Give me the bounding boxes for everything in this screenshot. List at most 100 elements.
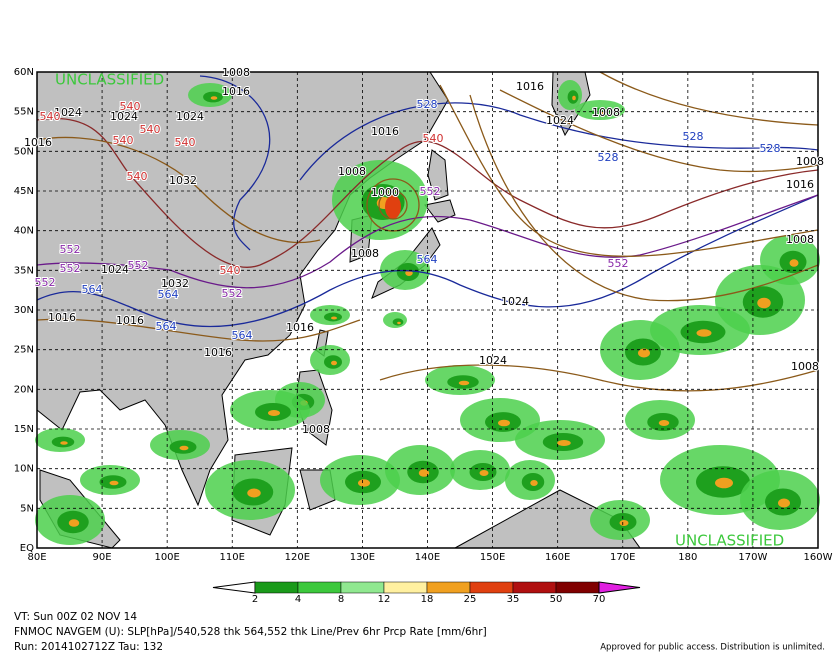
contour-label: 552 [60, 262, 81, 275]
contour-label: 564 [158, 288, 179, 301]
contour-label: 1024 [546, 114, 574, 127]
contour-label: 1024 [110, 110, 138, 123]
contour-label: 1016 [516, 80, 544, 93]
colorbar-label: 25 [464, 594, 477, 605]
precip-heavy [358, 479, 370, 487]
lat-label: 20N [14, 384, 34, 395]
colorbar-label: 2 [252, 594, 258, 605]
contour-label: 1016 [116, 314, 144, 327]
lat-label: EQ [20, 543, 34, 554]
contour-label: 1016 [48, 311, 76, 324]
precip-heavy [179, 445, 189, 451]
contour-isobar [36, 318, 361, 342]
precip-heavy [109, 480, 119, 486]
precip-heavy [696, 329, 712, 337]
precip-heavy [60, 441, 68, 445]
contour-label: 540 [127, 170, 148, 183]
lat-label: 50N [14, 146, 34, 157]
precip-heavy [418, 469, 430, 477]
lat-label: 60N [14, 67, 34, 78]
contour-label: 552 [35, 276, 56, 289]
contour-isobar [36, 136, 321, 244]
sakhalin [427, 149, 449, 201]
run-info: Run: 2014102712Z Tau: 132 [14, 641, 163, 653]
lon-label: 100E [154, 552, 179, 563]
precip-heavy [331, 316, 337, 320]
contour-label: 1008 [786, 233, 814, 246]
contour-label: 540 [140, 123, 161, 136]
contour-label: 1032 [161, 277, 189, 290]
precip-moderate [392, 318, 404, 326]
precip-heavy [778, 498, 790, 508]
lon-label: 160W [804, 552, 833, 563]
contour-label: 1008 [592, 106, 620, 119]
precip-heavy [757, 297, 771, 309]
precip-heavy [600, 111, 608, 115]
lat-label: 30N [14, 305, 34, 316]
contour-label: 564 [82, 283, 103, 296]
graticule [37, 72, 818, 548]
contour-isobar [499, 89, 819, 173]
colorbar: 2 4 8 12 18 25 35 50 70 [212, 581, 641, 605]
contour-label: 1016 [222, 85, 250, 98]
contour-label: 1016 [786, 178, 814, 191]
precip-heavy [498, 419, 510, 427]
lon-label: 150E [480, 552, 505, 563]
precip-heavy [397, 321, 401, 325]
contour-label: 528 [760, 142, 781, 155]
contour-label: 540 [220, 264, 241, 277]
precip-heavy [530, 480, 538, 486]
colorbar-label: 4 [295, 594, 301, 605]
colorbar-label: 35 [507, 594, 520, 605]
precip-heavy [557, 440, 571, 446]
contour-label: 1008 [791, 360, 819, 373]
contour-isobar [379, 364, 819, 392]
lon-label: 180 [678, 552, 697, 563]
contour-label: 1000 [371, 186, 399, 199]
contour-label: 1008 [351, 247, 379, 260]
lon-label: 170W [738, 552, 767, 563]
contour-label: 552 [128, 259, 149, 272]
contour-label: 1008 [222, 66, 250, 79]
precip-heavy [619, 520, 629, 526]
colorbar-swatch [426, 581, 471, 594]
contour-label: 1032 [169, 174, 197, 187]
contour-label: 1024 [479, 354, 507, 367]
lon-label: 90E [93, 552, 112, 563]
lon-label: 170E [610, 552, 635, 563]
precip-heavy [789, 259, 799, 267]
precip-heavy [247, 488, 261, 498]
contour-label: 528 [417, 98, 438, 111]
precip-heavy [331, 360, 337, 366]
contour-label: 540 [40, 110, 61, 123]
colorbar-swatch [555, 581, 600, 594]
lat-label: 25N [14, 345, 34, 356]
contour-552 [36, 194, 819, 289]
colorbar-label: 70 [593, 594, 606, 605]
colorbar-label: 12 [378, 594, 391, 605]
contour-labels: 1008 1016 1024 1024 1024 1032 1016 1016 1024 1008… [23, 65, 825, 437]
lon-label: 140E [415, 552, 440, 563]
lat-label: 10N [14, 464, 34, 475]
contour-label: 552 [420, 185, 441, 198]
lon-label: 160E [545, 552, 570, 563]
contour-label: 552 [60, 243, 81, 256]
precip-heavy [572, 95, 576, 101]
contour-540 [36, 117, 819, 268]
contour-label: 540 [113, 134, 134, 147]
colorbar-high [598, 581, 641, 594]
contour-label: 564 [417, 253, 438, 266]
lat-label: 35N [14, 265, 34, 276]
contours [36, 71, 819, 392]
contour-label: 1016 [24, 136, 52, 149]
precip-heavy [479, 470, 489, 476]
contour-label: 1024 [101, 263, 129, 276]
precip-heavy [210, 96, 218, 100]
lon-label: 130E [350, 552, 375, 563]
precip-heavy [68, 519, 80, 527]
contour-label: 1016 [204, 346, 232, 359]
colorbar-label: 50 [550, 594, 563, 605]
contour-label: 528 [598, 151, 619, 164]
contour-label: 1024 [501, 295, 529, 308]
contour-label: 1008 [796, 155, 824, 168]
